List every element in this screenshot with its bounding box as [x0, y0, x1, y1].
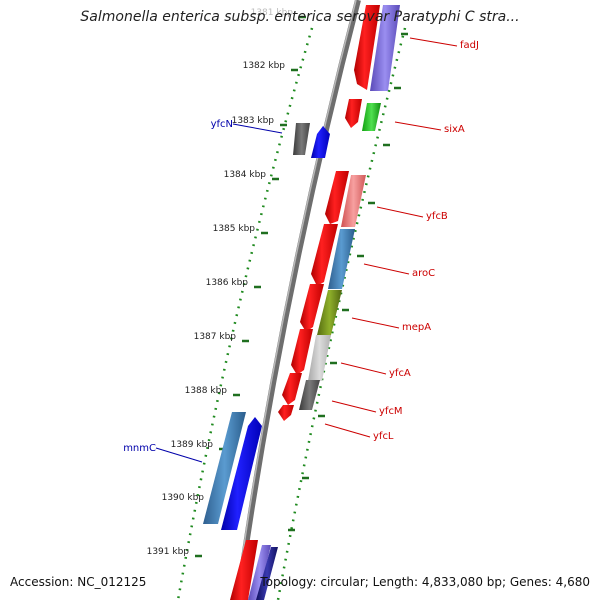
gene-label-leader [394, 121, 442, 131]
gene-label-fadJ[interactable]: fadJ [460, 40, 479, 51]
gene-label-leader [324, 423, 371, 438]
gene-label-yfcM[interactable]: yfcM [379, 406, 403, 417]
gene-label-aroC[interactable]: aroC [412, 268, 435, 279]
aroC-feature[interactable] [328, 229, 355, 289]
gene-labels: fadJ sixA yfcN yfcB aroC mepA yfcA yfcM yfcL mnmC [123, 37, 479, 463]
kbp-ticks: 1381 kbp 1382 kbp 1383 kbp 1384 kbp 1385 kbp… [147, 8, 408, 558]
yfcA-upstream-feature[interactable] [291, 329, 313, 375]
mnmC-feature[interactable] [221, 417, 262, 530]
gene-label-leader [331, 400, 377, 413]
gene-label-leader [232, 123, 283, 134]
kbp-tick-label: 1391 kbp [147, 547, 190, 557]
kbp-tick-label: 1385 kbp [213, 224, 256, 234]
gene-label-leader [376, 206, 424, 218]
gene-label-mnmC[interactable]: mnmC [123, 443, 156, 454]
kbp-tick-label: 1383 kbp [232, 116, 275, 126]
kbp-tick-label: 1387 kbp [194, 332, 237, 342]
genome-backbone-highlight [235, 0, 357, 601]
yfcL-feature[interactable] [278, 405, 294, 421]
mepA-feature[interactable] [317, 290, 342, 335]
gene-label-mepA[interactable]: mepA [402, 322, 431, 333]
genome-backbone [235, 0, 361, 601]
genome-title: Salmonella enterica subsp. enterica sero… [80, 9, 520, 25]
gene-label-sixA[interactable]: sixA [444, 124, 465, 135]
yfcM-upstream-feature[interactable] [282, 373, 302, 405]
bottom-forward-feature[interactable] [230, 540, 258, 600]
gene-label-leader [340, 362, 387, 375]
aroC-upstream-feature[interactable] [311, 224, 338, 286]
yfcN-feature[interactable] [311, 126, 330, 158]
kbp-tick-label: 1388 kbp [185, 386, 228, 396]
fadJ-partner-feature[interactable] [370, 5, 400, 91]
kbp-tick-label: 1384 kbp [224, 170, 267, 180]
feature-track-forward [230, 5, 400, 600]
kbp-tick-label: 1389 kbp [171, 440, 214, 450]
accession-text: Accession: NC_012125 [10, 575, 147, 589]
bottom-navy-feature[interactable] [256, 547, 278, 600]
sixA-upstream-feature[interactable] [345, 99, 362, 128]
yfcA-feature[interactable] [308, 335, 331, 381]
gene-label-yfcB[interactable]: yfcB [426, 211, 448, 222]
gene-label-leader [363, 263, 410, 275]
gene-label-yfcL[interactable]: yfcL [373, 431, 394, 442]
yfcB-upstream-feature[interactable] [325, 171, 349, 224]
gene-label-yfcA[interactable]: yfcA [389, 368, 411, 379]
gene-label-leader [409, 37, 458, 47]
feature-track-reverse [203, 123, 330, 530]
right-tick-track [276, 27, 407, 601]
mnmC-partner-feature[interactable] [203, 412, 246, 524]
yfcM-feature[interactable] [299, 380, 320, 410]
fadJ-feature[interactable] [354, 5, 380, 90]
gene-label-leader [155, 447, 203, 463]
kbp-tick-label: 1386 kbp [206, 278, 249, 288]
left-tick-track [176, 27, 314, 601]
bottom-partner-feature[interactable] [248, 545, 271, 600]
kbp-tick-label: 1382 kbp [243, 61, 286, 71]
yfcN-partner-feature[interactable] [293, 123, 310, 155]
kbp-tick-label: 1390 kbp [162, 493, 205, 503]
genome-summary-text: Topology: circular; Length: 4,833,080 bp… [260, 575, 590, 589]
sixA-feature[interactable] [362, 103, 381, 131]
kbp-tick-label: 1381 kbp [251, 8, 294, 18]
gene-label-leader [351, 317, 400, 329]
mepA-upstream-feature[interactable] [300, 284, 324, 332]
gene-label-yfcN[interactable]: yfcN [211, 119, 233, 130]
yfcB-feature[interactable] [341, 175, 366, 227]
